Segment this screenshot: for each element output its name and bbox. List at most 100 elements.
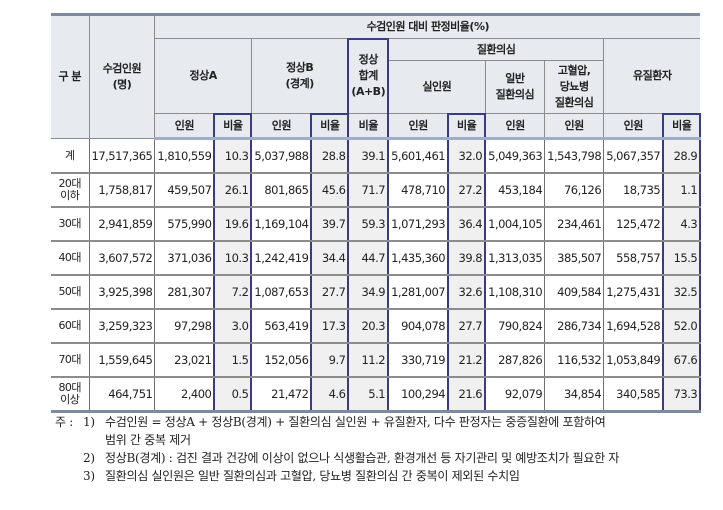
table-row: 30대 2,941,859 575,990 19.6 1,169,104 39.7 59.3… <box>51 207 702 242</box>
subheader-actual-count: 인원 <box>387 113 449 140</box>
normal-total-ratio-cell: 5.1 <box>347 377 390 413</box>
normal-a-count-cell: 459,507 <box>154 173 215 208</box>
actual-ratio-cell: 21.6 <box>447 377 487 413</box>
general-suspect-count-cell: 453,184 <box>484 173 546 208</box>
header-ratio-group: 수검인원 대비 판정비율(%) <box>154 13 701 39</box>
general-suspect-count-cell: 92,079 <box>484 377 546 413</box>
actual-ratio-cell: 32.6 <box>447 275 487 310</box>
subheader-total-ratio: 비율 <box>347 113 390 140</box>
bp-diabetes-count-cell: 409,584 <box>544 275 605 310</box>
normal-b-count-cell: 1,087,653 <box>250 275 312 310</box>
normal-total-ratio-cell: 59.3 <box>347 207 390 242</box>
has-disease-count-cell: 1,053,849 <box>603 343 664 378</box>
table-row: 70대 1,559,645 23,021 1.5 152,056 9.7 11.2 330,7… <box>51 343 702 378</box>
examinees-cell: 1,758,817 <box>88 173 156 208</box>
examinees-cell: 3,925,398 <box>88 275 156 310</box>
normal-a-ratio-cell: 7.2 <box>213 275 253 310</box>
has-disease-ratio-cell: 67.6 <box>662 343 702 378</box>
table-row: 80대 이상 464,751 2,400 0.5 21,472 4.6 5.1 100,294… <box>51 377 702 413</box>
normal-a-count-cell: 281,307 <box>154 275 215 310</box>
actual-ratio-cell: 39.8 <box>447 241 487 276</box>
has-disease-count-cell: 125,472 <box>603 207 664 242</box>
normal-b-count-cell: 1,242,419 <box>250 241 312 276</box>
table-row: 60대 3,259,323 97,298 3.0 563,419 17.3 20.3 904,… <box>51 309 702 344</box>
normal-a-ratio-cell: 0.5 <box>213 377 253 413</box>
normal-b-count-cell: 5,037,988 <box>250 138 312 174</box>
examinees-cell: 3,607,572 <box>88 241 156 276</box>
footnote-1-continued: 범위 간 중복 제거 <box>105 433 191 447</box>
has-disease-count-cell: 1,694,528 <box>603 309 664 344</box>
header-bp-diabetes-suspect: 고혈압, 당뇨병 질환의심 <box>544 60 605 114</box>
header-actual: 실인원 <box>387 60 486 114</box>
normal-b-ratio-cell: 28.8 <box>310 138 350 174</box>
bp-diabetes-count-cell: 286,734 <box>544 309 605 344</box>
header-examinees: 수검인원 (명) <box>88 13 156 139</box>
actual-count-cell: 1,071,293 <box>387 207 449 242</box>
table-body: 계 17,517,365 1,810,559 10.3 5,037,988 28.8 39.… <box>51 138 702 413</box>
actual-count-cell: 5,601,461 <box>387 138 449 174</box>
normal-total-ratio-cell: 20.3 <box>347 309 390 344</box>
has-disease-ratio-cell: 52.0 <box>662 309 702 344</box>
normal-b-ratio-cell: 9.7 <box>310 343 350 378</box>
normal-total-ratio-cell: 11.2 <box>347 343 390 378</box>
normal-a-ratio-cell: 10.3 <box>213 241 253 276</box>
examinees-cell: 1,559,645 <box>88 343 156 378</box>
subheader-a-ratio: 비율 <box>213 112 253 140</box>
general-suspect-count-cell: 5,049,363 <box>484 138 546 174</box>
health-checkup-table-wrapper: 구 분 수검인원 (명) 수검인원 대비 판정비율(%) 정상A 정상B (경계… <box>51 13 702 413</box>
footnote-3: 3) 질환의심 실인원은 일반 질환의심과 고혈압, 당뇨병 질환의심 간 중복이… <box>83 469 520 483</box>
row-label: 20대 이하 <box>51 173 90 208</box>
bp-diabetes-count-cell: 385,507 <box>544 241 605 276</box>
normal-a-ratio-cell: 1.5 <box>213 343 253 378</box>
bp-diabetes-count-cell: 34,854 <box>544 377 605 413</box>
has-disease-ratio-cell: 73.3 <box>662 377 702 413</box>
actual-count-cell: 100,294 <box>387 377 449 413</box>
subheader-b-ratio: 비율 <box>310 112 350 140</box>
has-disease-count-cell: 1,275,431 <box>603 275 664 310</box>
row-label: 계 <box>51 138 90 174</box>
normal-total-ratio-cell: 34.9 <box>347 275 390 310</box>
normal-a-count-cell: 371,036 <box>154 241 215 276</box>
subheader-actual-ratio: 비율 <box>447 112 487 140</box>
general-suspect-count-cell: 287,826 <box>484 343 546 378</box>
normal-b-count-cell: 563,419 <box>250 309 312 344</box>
normal-total-ratio-cell: 39.1 <box>347 138 390 174</box>
general-suspect-count-cell: 1,108,310 <box>484 275 546 310</box>
has-disease-count-cell: 18,735 <box>603 173 664 208</box>
examinees-cell: 3,259,323 <box>88 309 156 344</box>
normal-b-count-cell: 1,169,104 <box>250 207 312 242</box>
actual-ratio-cell: 32.0 <box>447 138 487 174</box>
row-label: 80대 이상 <box>51 377 90 413</box>
examinees-cell: 464,751 <box>88 377 156 413</box>
normal-total-ratio-cell: 71.7 <box>347 173 390 208</box>
normal-a-ratio-cell: 3.0 <box>213 309 253 344</box>
normal-a-ratio-cell: 10.3 <box>213 138 253 174</box>
header-normal-total: 정상 합계 (A+B) <box>347 37 390 114</box>
normal-a-ratio-cell: 19.6 <box>213 207 253 242</box>
health-checkup-table: 구 분 수검인원 (명) 수검인원 대비 판정비율(%) 정상A 정상B (경계… <box>51 13 702 413</box>
has-disease-count-cell: 340,585 <box>603 377 664 413</box>
actual-ratio-cell: 36.4 <box>447 207 487 242</box>
actual-count-cell: 478,710 <box>387 173 449 208</box>
header-normal-b: 정상B (경계) <box>250 38 349 114</box>
subheader-bpdm-count: 인원 <box>544 113 605 140</box>
has-disease-ratio-cell: 4.3 <box>662 207 702 242</box>
subheader-disease-ratio: 비율 <box>662 112 702 140</box>
actual-ratio-cell: 27.7 <box>447 309 487 344</box>
normal-b-ratio-cell: 17.3 <box>310 309 350 344</box>
normal-b-ratio-cell: 45.6 <box>310 173 350 208</box>
row-label: 60대 <box>51 309 90 344</box>
bp-diabetes-count-cell: 76,126 <box>544 173 605 208</box>
normal-b-ratio-cell: 39.7 <box>310 207 350 242</box>
normal-a-count-cell: 23,021 <box>154 343 215 378</box>
general-suspect-count-cell: 790,824 <box>484 309 546 344</box>
normal-a-count-cell: 97,298 <box>154 309 215 344</box>
bp-diabetes-count-cell: 1,543,798 <box>544 138 605 174</box>
row-label: 30대 <box>51 207 90 242</box>
header-general-suspect: 일반 질환의심 <box>484 60 546 114</box>
normal-b-ratio-cell: 34.4 <box>310 241 350 276</box>
subheader-a-count: 인원 <box>154 113 215 140</box>
table-row: 40대 3,607,572 371,036 10.3 1,242,419 34.4 44.7… <box>51 241 702 276</box>
has-disease-count-cell: 5,067,357 <box>603 138 664 174</box>
actual-count-cell: 1,281,007 <box>387 275 449 310</box>
